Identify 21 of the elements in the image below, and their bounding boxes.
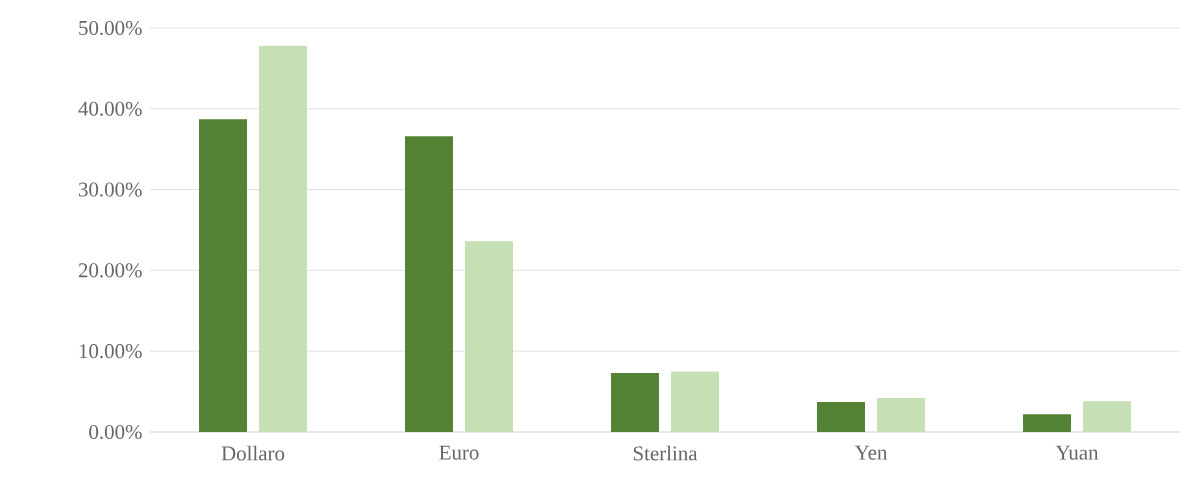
x-tick-label: Yuan bbox=[1055, 445, 1099, 460]
bar bbox=[1083, 401, 1132, 432]
bar bbox=[259, 45, 308, 432]
bar bbox=[465, 241, 514, 432]
y-tick-label: 40.00% bbox=[78, 101, 142, 116]
x-tick-label: Dollaro bbox=[221, 445, 285, 461]
x-tick-label: Sterlina bbox=[633, 445, 698, 461]
y-tick-label: 20.00% bbox=[78, 263, 142, 278]
y-tick-label: 50.00% bbox=[79, 20, 142, 36]
bar bbox=[817, 402, 866, 432]
bar bbox=[611, 373, 660, 432]
x-tick-label: Euro bbox=[439, 445, 479, 460]
bar bbox=[1023, 414, 1072, 432]
y-tick-label: 30.00% bbox=[78, 182, 142, 197]
x-tick-label: Yen bbox=[854, 445, 888, 460]
bar bbox=[199, 119, 248, 432]
y-tick-label: 10.00% bbox=[79, 344, 142, 359]
bar bbox=[877, 398, 926, 432]
bar bbox=[671, 371, 720, 432]
y-tick-label: 0.00% bbox=[89, 424, 142, 440]
bar bbox=[405, 136, 454, 432]
